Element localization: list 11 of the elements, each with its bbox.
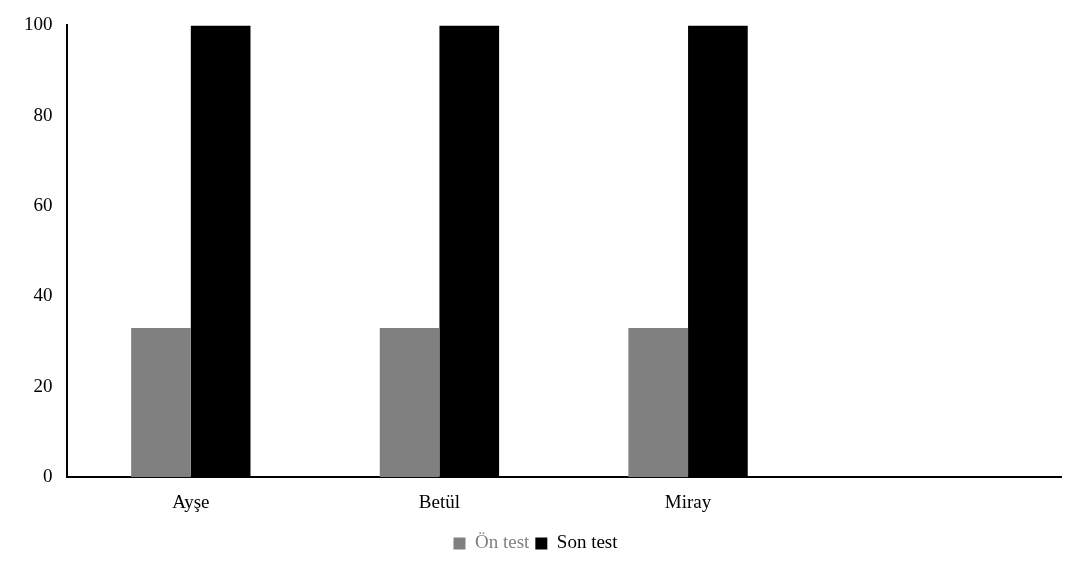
y-tick-label: 60 xyxy=(33,194,53,216)
x-tick-label: Ayşe xyxy=(172,490,210,512)
y-tick-label: 80 xyxy=(33,103,53,125)
y-tick-label: 100 xyxy=(24,13,53,35)
y-tick-label: 0 xyxy=(43,465,53,487)
x-tick-label: Betül xyxy=(418,490,461,512)
y-tick-label: 40 xyxy=(33,284,53,306)
y-tick-label: 20 xyxy=(33,374,53,396)
x-tick-label: Miray xyxy=(664,490,712,512)
legend-label: Ön test xyxy=(474,531,531,553)
legend-label: Son test xyxy=(556,531,619,553)
